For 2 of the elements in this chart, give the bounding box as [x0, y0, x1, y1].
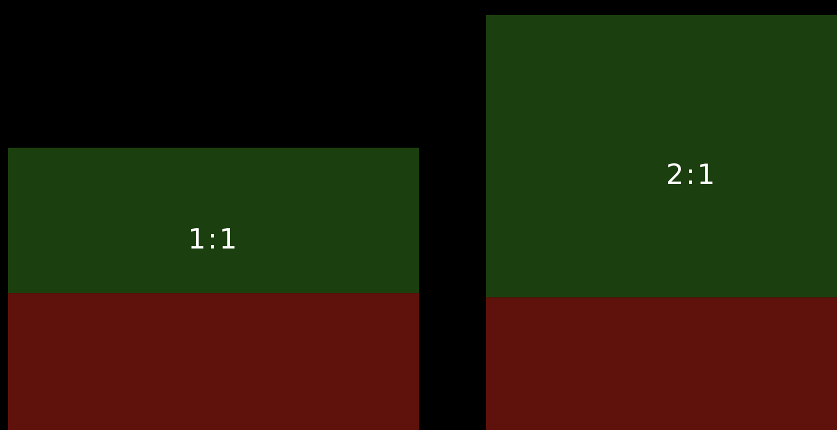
annotation: 1:1	[188, 222, 240, 256]
annotation: 2:1	[666, 158, 718, 192]
